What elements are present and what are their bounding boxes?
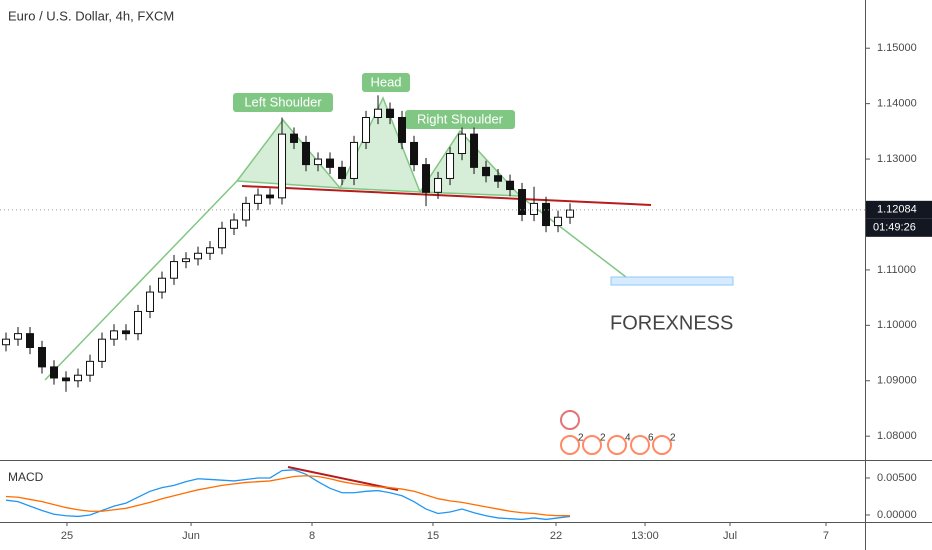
candle-body [434,177,443,193]
event-icon[interactable] [630,435,650,455]
candle-body [254,194,263,204]
candle-body [398,116,407,143]
y-tick-label: 0.00000 [877,509,917,521]
event-icon[interactable] [560,435,580,455]
x-tick-label: 8 [309,530,315,542]
x-tick-label: 7 [823,530,829,542]
macd-title: MACD [8,470,44,484]
y-tick-label: 1.15000 [877,42,917,54]
last-price-box [866,200,932,219]
trend-line [44,180,238,381]
candle-body [530,202,539,215]
candle-body [50,366,59,379]
annotation-box [405,110,515,129]
candle-body [482,166,491,177]
y-tick-label: 1.13000 [877,153,917,165]
candle-body [194,252,203,260]
y-tick-label: 1.10000 [877,319,917,331]
candle-body [242,202,251,221]
y-tick-label: 1.14000 [877,98,917,110]
target-box [610,276,734,286]
candle-body [218,227,227,249]
candle-body [134,310,143,335]
candle-body [518,189,527,215]
candle-body [350,141,359,179]
event-count: 2 [670,433,676,444]
y-tick-label: 1.09000 [877,375,917,387]
neckline [241,185,652,206]
candle-body [314,158,323,166]
x-tick-label: Jun [182,530,200,542]
candle-body [302,141,311,166]
event-icon[interactable] [582,435,602,455]
candle-body [2,338,11,346]
x-tick-label: 25 [61,530,73,542]
event-icon[interactable] [652,435,672,455]
y-tick-label: 1.11000 [877,264,916,276]
candle-body [386,108,395,118]
divergence-line [287,466,399,491]
event-icon[interactable] [607,435,627,455]
candle-body [446,153,455,179]
countdown-box [866,218,932,237]
left-shoulder-shape [235,118,342,189]
y-tick-label: 1.08000 [877,430,917,442]
x-tick-label: 22 [550,530,562,542]
candle-body [206,247,215,254]
candle-body [506,180,515,191]
annotation: Right Shoulder [417,111,504,126]
candle-body [422,164,431,193]
candle-body [326,158,335,168]
candle-body [98,338,107,362]
candle-body [38,346,47,368]
candle-body [122,330,131,335]
annotation-box [233,93,333,112]
watermark: FOREXNESS [610,312,733,334]
x-tick-label: Jul [723,530,737,542]
candle-body [278,133,287,199]
macd-line [5,475,571,517]
event-count: 4 [625,433,631,444]
chart-title: Euro / U.S. Dollar, 4h, FXCM [8,8,174,23]
candle-body [158,277,167,293]
candle-body [338,166,347,179]
candle-body [410,141,419,166]
candle-body [170,261,179,279]
head-shape [338,96,422,193]
candle-body [458,133,467,155]
candle-body [74,374,83,382]
candle-body [290,133,299,143]
candle-body [14,333,23,340]
annotation-box [362,73,410,92]
candle-body [566,209,575,218]
candle-body [374,108,383,118]
x-tick-label: 13:00 [631,530,659,542]
candle-body [470,133,479,168]
candle-body [494,175,503,182]
candle-body [146,291,155,312]
candle-body [86,360,95,376]
event-count: 2 [578,433,584,444]
event-icon[interactable] [560,410,580,430]
annotation: Left Shoulder [244,94,322,109]
candle-body [554,216,563,227]
candle-body [230,219,239,229]
candle-body [110,330,119,340]
candle-body [62,377,71,382]
candle-body [182,258,191,263]
y-tick-label: 0.00500 [877,472,917,484]
x-tick-label: 15 [427,530,439,542]
event-count: 6 [648,433,654,444]
candle-body [266,194,275,199]
candle-body [542,202,551,227]
candle-body [26,333,35,348]
annotation: Head [370,74,401,89]
event-count: 2 [600,433,606,444]
candle-body [362,116,371,143]
last-price-label: 1.12084 [877,204,917,216]
countdown: 01:49:26 [873,222,916,234]
